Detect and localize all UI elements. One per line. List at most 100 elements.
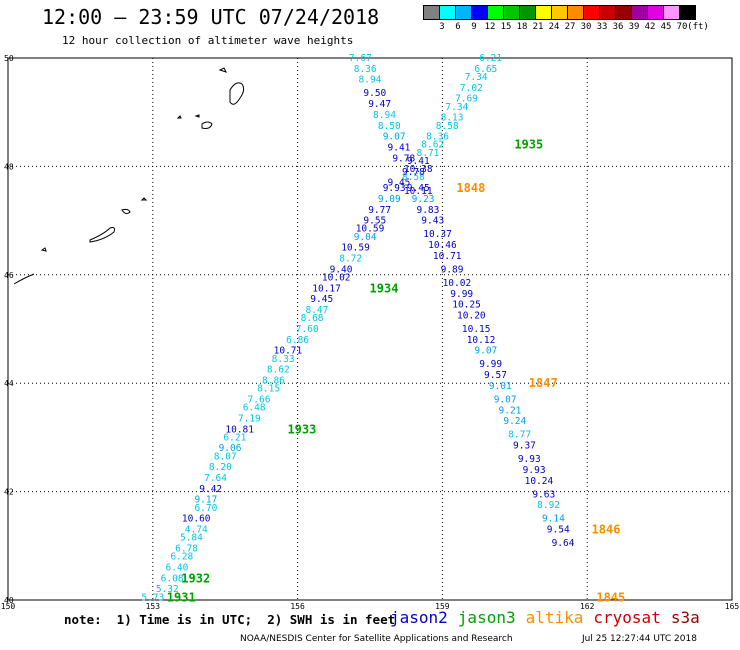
swh-value: 5.32 xyxy=(156,584,179,595)
swh-value: 6.78 xyxy=(175,544,198,555)
swh-value: 8.15 xyxy=(257,384,280,395)
swh-value: 9.93 xyxy=(383,183,406,194)
y-tick-label: 46 xyxy=(4,271,14,280)
colorbar-label: 33 xyxy=(596,22,608,32)
colorbar-swatch xyxy=(679,5,696,20)
colorbar-label: 9 xyxy=(471,22,477,32)
swh-value: 9.43 xyxy=(421,216,444,227)
swh-value: 9.89 xyxy=(441,264,464,275)
swh-value: 10.20 xyxy=(457,310,486,321)
pass-labels: 1931 1932 1933 1934 1935 1848 1847 1846 1845 xyxy=(167,138,625,605)
swh-value: 7.67 xyxy=(349,53,372,64)
pass-label: 1847 xyxy=(529,376,558,390)
swh-value: 6.21 xyxy=(223,432,246,443)
swh-value: 9.45 xyxy=(310,294,333,305)
swh-value: 9.21 xyxy=(499,405,522,416)
swh-value: 9.83 xyxy=(416,205,439,216)
swh-value: 9.41 xyxy=(388,142,411,153)
swh-value: 8.68 xyxy=(301,313,324,324)
swh-value: 8.13 xyxy=(441,113,464,124)
pass-label: 1932 xyxy=(181,571,210,585)
y-tick-label: 44 xyxy=(4,379,14,388)
axis-tick-labels: 150 153 156 159 162 165 40 42 44 46 48 50 xyxy=(1,54,740,611)
swh-value: 4.74 xyxy=(185,525,208,536)
swh-value: 9.57 xyxy=(484,370,507,381)
swh-value: 9.07 xyxy=(474,346,497,357)
swh-value: 9.99 xyxy=(479,359,502,370)
swh-value: 9.40 xyxy=(330,264,353,275)
swh-value: 10.24 xyxy=(525,476,554,487)
swh-value: 7.19 xyxy=(238,413,261,424)
chart-subtitle: 12 hour collection of altimeter wave hei… xyxy=(62,34,354,47)
y-tick-label: 40 xyxy=(4,596,14,605)
swh-value: 8.36 xyxy=(354,64,377,75)
swh-value: 9.77 xyxy=(368,205,391,216)
colorbar-label: 12 xyxy=(484,22,496,32)
swh-value: 9.55 xyxy=(363,216,386,227)
swh-value: 10.25 xyxy=(452,300,481,311)
swh-values: 5.735.326.086.406.286.785.844.7410.606.7… xyxy=(141,53,574,603)
swh-value: 9.99 xyxy=(450,289,473,300)
swh-value: 10.15 xyxy=(462,324,491,335)
pass-label: 1934 xyxy=(370,281,399,295)
swh-value: 8.20 xyxy=(209,462,232,473)
colorbar-label: (ft) xyxy=(687,22,709,32)
swh-value: 7.60 xyxy=(296,324,319,335)
colorbar-label: 15 xyxy=(500,22,512,32)
swh-colorbar xyxy=(423,5,696,20)
island-outline xyxy=(194,114,200,118)
swh-value: 9.78 xyxy=(402,167,425,178)
swh-value: 9.54 xyxy=(547,525,570,536)
legend-altika: altika xyxy=(525,608,584,627)
colorbar-labels: 3 6 9 12 15 18 21 24 27 30 33 36 39 42 45 70 (ft) xyxy=(423,22,740,34)
coastline-islands xyxy=(13,67,245,285)
swh-value: 7.66 xyxy=(248,394,271,405)
colorbar-label: 27 xyxy=(564,22,576,32)
legend-cryosat: cryosat xyxy=(593,608,661,627)
pass-label: 1935 xyxy=(514,138,543,152)
swh-value: 9.47 xyxy=(368,99,391,110)
swh-value: 9.07 xyxy=(383,132,406,143)
swh-value: 8.47 xyxy=(305,305,328,316)
swh-value: 8.62 xyxy=(267,365,290,376)
colorbar-label: 30 xyxy=(580,22,592,32)
swh-value: 5.73 xyxy=(141,592,164,603)
x-tick-label: 159 xyxy=(435,602,450,611)
y-tick-label: 42 xyxy=(4,488,14,497)
swh-value: 9.06 xyxy=(219,443,242,454)
island-outline xyxy=(176,115,182,119)
swh-value: 8.07 xyxy=(214,451,237,462)
swh-value: 8.33 xyxy=(272,354,295,365)
swh-value: 9.93 xyxy=(518,454,541,465)
x-tick-label: 150 xyxy=(1,602,16,611)
swh-value: 9.04 xyxy=(354,232,377,243)
legend-jason2: jason2 xyxy=(390,608,448,627)
swh-value: 10.71 xyxy=(433,251,462,262)
swh-value: 8.36 xyxy=(426,132,449,143)
island-outline xyxy=(40,247,47,252)
swh-value: 6.08 xyxy=(161,573,184,584)
swh-value: 8.50 xyxy=(378,121,401,132)
grid-lines xyxy=(7,57,733,601)
swh-value: 10.37 xyxy=(423,229,452,240)
swh-value: 8.72 xyxy=(339,254,362,265)
colorbar-label: 24 xyxy=(548,22,560,32)
island-outline xyxy=(140,197,148,201)
swh-value: 6.70 xyxy=(194,503,217,514)
island-outline xyxy=(218,67,227,73)
swh-value: 10.46 xyxy=(428,240,457,251)
x-tick-label: 165 xyxy=(725,602,740,611)
swh-value: 9.07 xyxy=(494,394,517,405)
swh-value: 8.62 xyxy=(421,140,444,151)
island-outline xyxy=(89,227,115,243)
pass-label: 1846 xyxy=(592,523,621,537)
swh-value: 10.81 xyxy=(225,424,254,435)
swh-value: 9.64 xyxy=(552,538,575,549)
swh-value: 9.93 xyxy=(523,465,546,476)
swh-value: 6.48 xyxy=(243,403,266,414)
swh-value: 7.64 xyxy=(204,473,227,484)
colorbar-label: 36 xyxy=(612,22,624,32)
swh-value: 10.17 xyxy=(312,283,341,294)
swh-value: 9.45 xyxy=(388,178,411,189)
